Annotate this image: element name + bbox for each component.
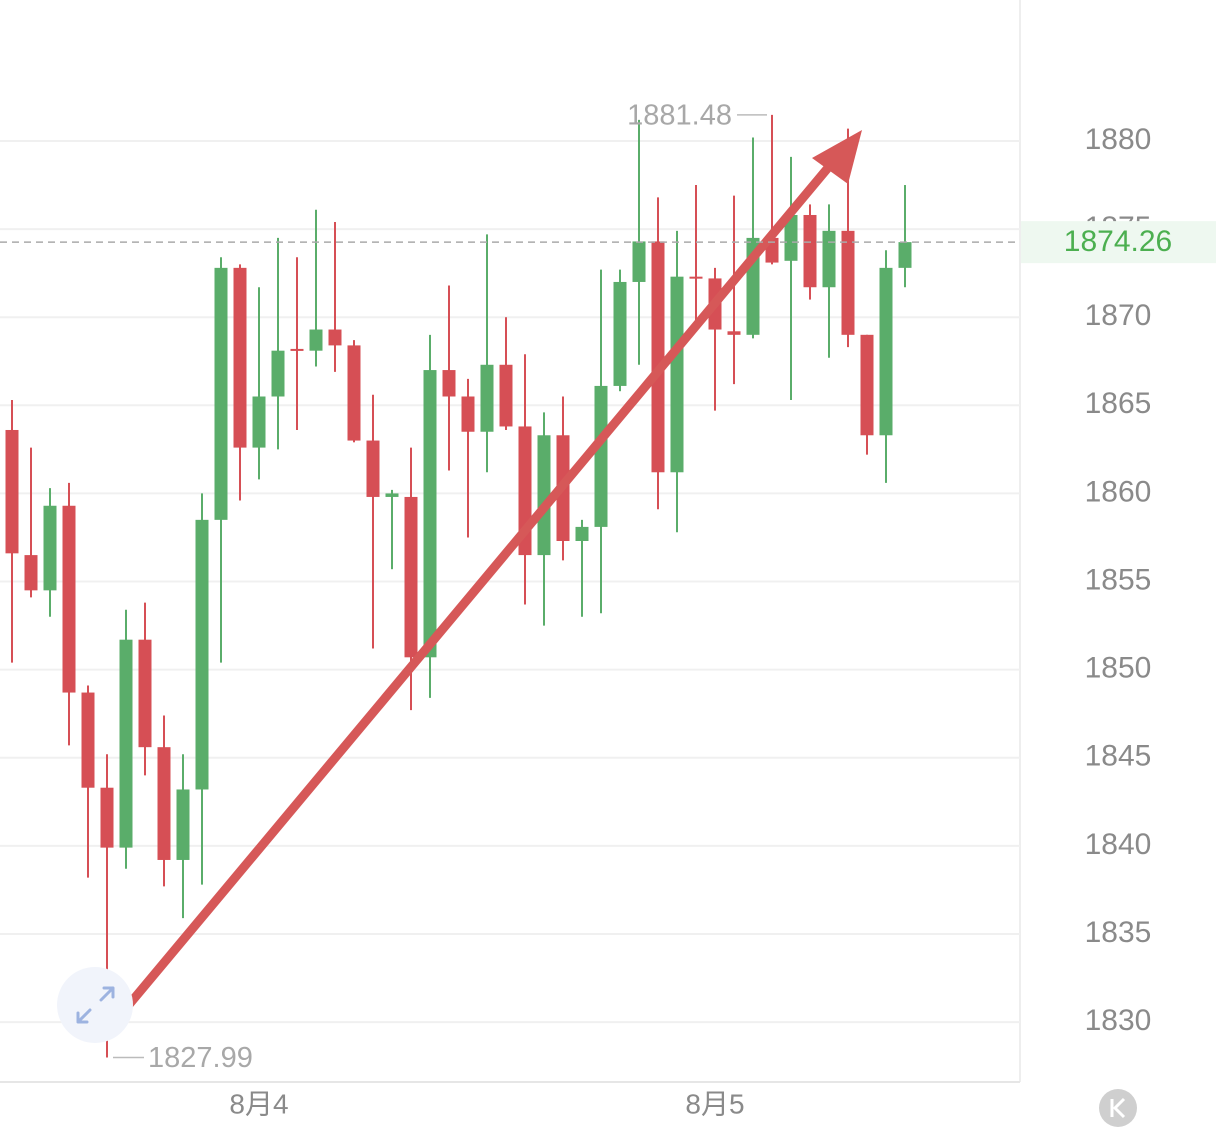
y-tick-label: 1845: [1085, 740, 1152, 773]
candle-body: [24, 555, 38, 591]
candle-body: [119, 639, 133, 848]
candle-body: [366, 440, 380, 497]
x-tick-label: 8月5: [685, 1088, 744, 1119]
candle-body: [461, 396, 475, 432]
candle-body: [841, 230, 855, 335]
candle-body: [81, 692, 95, 788]
candle-body: [860, 334, 874, 436]
candle-body: [632, 241, 646, 282]
candle-body: [689, 276, 703, 279]
y-tick-label: 1870: [1085, 299, 1152, 332]
candle-body: [328, 329, 342, 346]
candle-body: [537, 435, 551, 556]
candle-body: [271, 350, 285, 397]
k-icon[interactable]: [1110, 1097, 1126, 1119]
candle-body: [651, 241, 665, 473]
candle-body: [879, 267, 893, 436]
candle-body: [138, 639, 152, 748]
expand-bg[interactable]: [57, 967, 133, 1043]
candle-body: [309, 329, 323, 351]
candle-body: [613, 281, 627, 386]
candles: [5, 114, 912, 1058]
candle-body: [176, 789, 190, 860]
candle-body: [214, 267, 228, 520]
candle-body: [157, 747, 171, 860]
candle-body: [252, 396, 266, 448]
arrow-shaft: [122, 158, 837, 1012]
y-tick-label: 1880: [1085, 123, 1152, 156]
y-tick-label: 1860: [1085, 475, 1152, 508]
y-tick-label: 1830: [1085, 1004, 1152, 1037]
candle-body: [898, 242, 912, 268]
candle-body: [100, 787, 114, 848]
expand-button[interactable]: [57, 967, 133, 1043]
x-tick-label: 8月4: [229, 1088, 288, 1119]
candle-body: [594, 385, 608, 527]
candle-body: [43, 505, 57, 591]
candle-body: [423, 370, 437, 658]
candle-body: [195, 519, 209, 790]
candle-body: [62, 505, 76, 693]
annotations: 1881.48 1827.99: [113, 100, 767, 1074]
candle-body: [575, 526, 589, 541]
candle-body: [803, 214, 817, 288]
candle-body: [442, 370, 456, 397]
y-tick-label: 1840: [1085, 828, 1152, 861]
candle-body: [499, 364, 513, 427]
last-price-box: [1021, 221, 1216, 264]
k-button-bg[interactable]: [1099, 1089, 1137, 1127]
candle-body: [670, 276, 684, 473]
y-tick-label: 1835: [1085, 916, 1152, 949]
candle-body: [290, 348, 304, 351]
arrow-head: [812, 130, 862, 184]
candle-body: [233, 267, 247, 448]
candle-body: [404, 496, 418, 658]
low-marker-label: 1827.99: [148, 1042, 253, 1074]
candle-body: [5, 429, 19, 554]
y-tick-label: 1865: [1085, 387, 1152, 420]
candle-body: [822, 230, 836, 288]
last-price-label: 1874.26: [1064, 225, 1172, 258]
candle-body: [784, 214, 798, 261]
y-tick-label: 1850: [1085, 652, 1152, 685]
candle-body: [347, 345, 361, 441]
candle-body: [480, 364, 494, 432]
high-marker-label: 1881.48: [627, 100, 732, 132]
k-button[interactable]: [1099, 1089, 1137, 1127]
y-tick-label: 1855: [1085, 563, 1152, 596]
candle-body: [727, 331, 741, 335]
expand-icon[interactable]: [76, 986, 115, 1024]
trend-arrow: [122, 130, 862, 1012]
candle-body: [385, 493, 399, 497]
